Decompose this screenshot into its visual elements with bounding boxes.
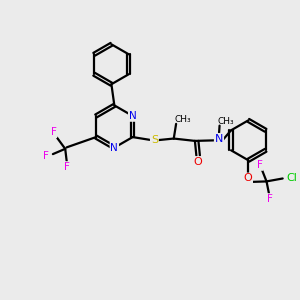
Text: O: O	[243, 173, 252, 184]
Text: F: F	[50, 128, 56, 137]
Text: CH₃: CH₃	[174, 115, 191, 124]
Text: Cl: Cl	[286, 173, 297, 183]
Text: CH₃: CH₃	[217, 117, 234, 126]
Text: S: S	[151, 135, 158, 145]
Text: F: F	[257, 160, 263, 170]
Text: F: F	[64, 162, 70, 172]
Text: N: N	[110, 143, 118, 153]
Text: F: F	[44, 152, 50, 161]
Text: N: N	[215, 134, 223, 144]
Text: F: F	[267, 194, 273, 204]
Text: N: N	[129, 111, 136, 121]
Text: O: O	[194, 157, 203, 167]
